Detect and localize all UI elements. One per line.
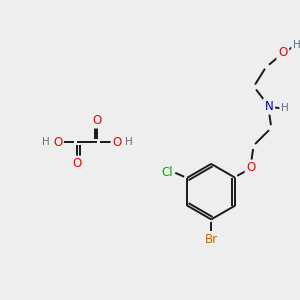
Text: H: H — [125, 137, 133, 147]
Text: H: H — [293, 40, 300, 50]
Text: N: N — [265, 100, 273, 113]
Text: O: O — [53, 136, 62, 148]
Text: H: H — [42, 137, 50, 147]
Text: Cl: Cl — [161, 166, 173, 179]
Text: O: O — [247, 161, 256, 174]
Text: O: O — [73, 158, 82, 170]
Text: O: O — [92, 114, 102, 127]
Text: H: H — [281, 103, 289, 113]
Text: Br: Br — [205, 233, 218, 246]
Text: O: O — [112, 136, 122, 148]
Text: O: O — [278, 46, 287, 59]
